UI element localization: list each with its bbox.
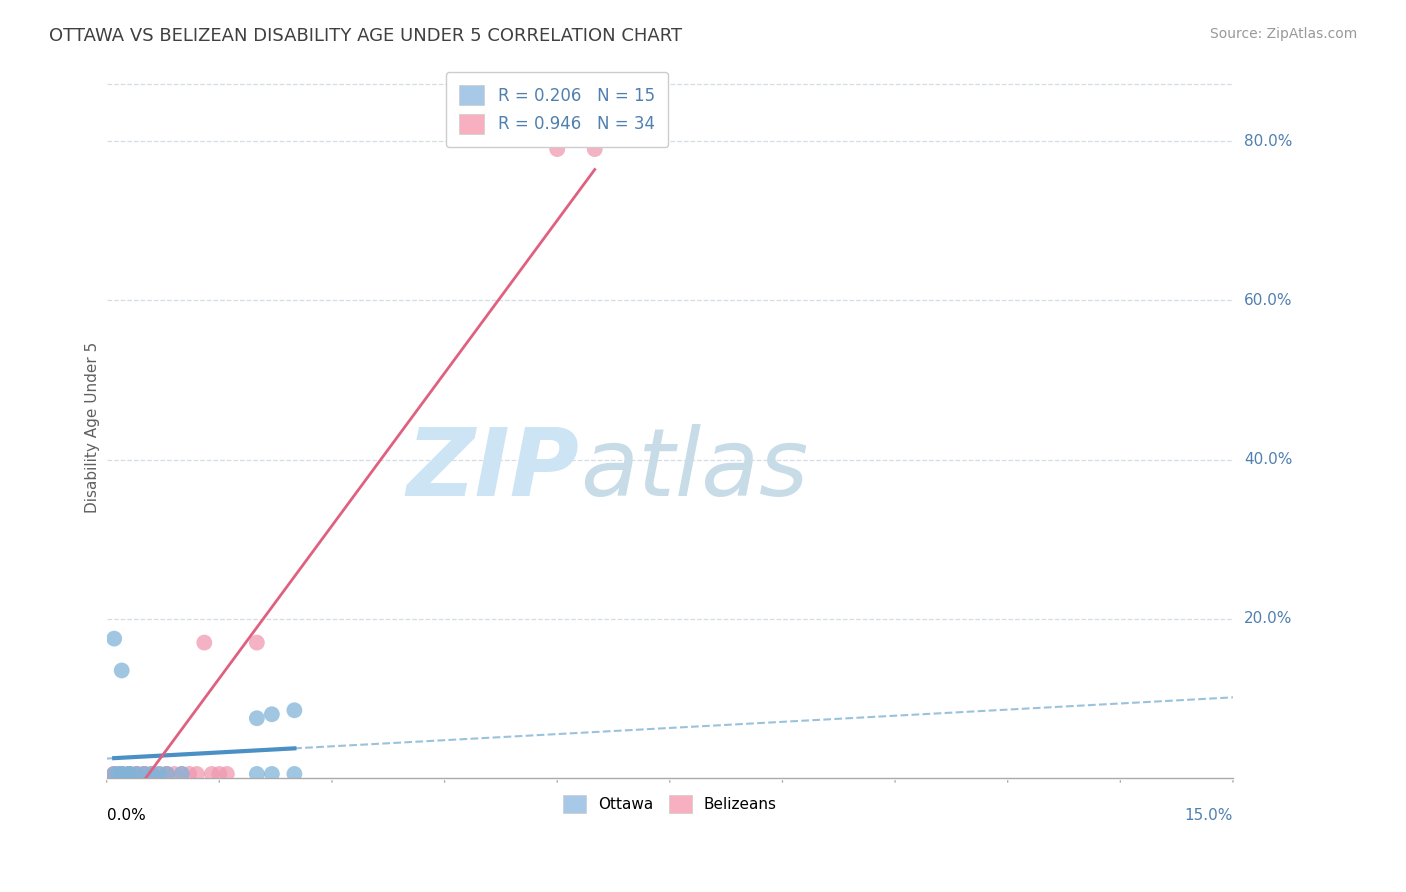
Point bbox=[111, 767, 134, 781]
Text: 0.0%: 0.0% bbox=[107, 808, 145, 823]
Point bbox=[170, 767, 193, 781]
Point bbox=[260, 707, 283, 722]
Point bbox=[103, 767, 125, 781]
Point bbox=[215, 767, 238, 781]
Point bbox=[141, 767, 163, 781]
Point bbox=[208, 767, 231, 781]
Point bbox=[148, 767, 170, 781]
Point bbox=[134, 767, 156, 781]
Point bbox=[111, 767, 134, 781]
Point bbox=[125, 767, 148, 781]
Point bbox=[141, 767, 163, 781]
Point bbox=[186, 767, 208, 781]
Point bbox=[156, 767, 179, 781]
Y-axis label: Disability Age Under 5: Disability Age Under 5 bbox=[86, 342, 100, 513]
Point bbox=[118, 767, 141, 781]
Text: OTTAWA VS BELIZEAN DISABILITY AGE UNDER 5 CORRELATION CHART: OTTAWA VS BELIZEAN DISABILITY AGE UNDER … bbox=[49, 27, 682, 45]
Point bbox=[246, 711, 269, 725]
Point bbox=[103, 767, 125, 781]
Point bbox=[111, 767, 134, 781]
Point bbox=[201, 767, 224, 781]
Point bbox=[170, 767, 193, 781]
Point bbox=[134, 767, 156, 781]
Point bbox=[134, 767, 156, 781]
Text: 40.0%: 40.0% bbox=[1244, 452, 1292, 467]
Point bbox=[193, 635, 215, 649]
Point bbox=[118, 767, 141, 781]
Point bbox=[118, 767, 141, 781]
Point bbox=[283, 767, 305, 781]
Point bbox=[107, 767, 129, 781]
Point bbox=[546, 142, 568, 156]
Text: ZIP: ZIP bbox=[406, 424, 579, 516]
Point bbox=[583, 142, 606, 156]
Point bbox=[111, 767, 134, 781]
Point bbox=[141, 767, 163, 781]
Point bbox=[125, 767, 148, 781]
Text: 60.0%: 60.0% bbox=[1244, 293, 1292, 308]
Point bbox=[134, 767, 156, 781]
Point bbox=[246, 635, 269, 649]
Point bbox=[118, 767, 141, 781]
Point bbox=[125, 767, 148, 781]
Text: 20.0%: 20.0% bbox=[1244, 611, 1292, 626]
Text: 15.0%: 15.0% bbox=[1185, 808, 1233, 823]
Point bbox=[179, 767, 201, 781]
Text: atlas: atlas bbox=[579, 425, 808, 516]
Point bbox=[156, 767, 179, 781]
Point bbox=[148, 767, 170, 781]
Point bbox=[111, 767, 134, 781]
Text: 80.0%: 80.0% bbox=[1244, 134, 1292, 149]
Point bbox=[118, 767, 141, 781]
Point bbox=[260, 767, 283, 781]
Point bbox=[125, 767, 148, 781]
Legend: Ottawa, Belizeans: Ottawa, Belizeans bbox=[557, 789, 783, 820]
Point bbox=[103, 767, 125, 781]
Point bbox=[246, 767, 269, 781]
Point bbox=[111, 767, 134, 781]
Point bbox=[118, 767, 141, 781]
Point bbox=[118, 767, 141, 781]
Text: Source: ZipAtlas.com: Source: ZipAtlas.com bbox=[1209, 27, 1357, 41]
Point bbox=[111, 664, 134, 678]
Point bbox=[163, 767, 186, 781]
Point bbox=[283, 703, 305, 717]
Point bbox=[103, 632, 125, 646]
Point bbox=[156, 767, 179, 781]
Point bbox=[103, 767, 125, 781]
